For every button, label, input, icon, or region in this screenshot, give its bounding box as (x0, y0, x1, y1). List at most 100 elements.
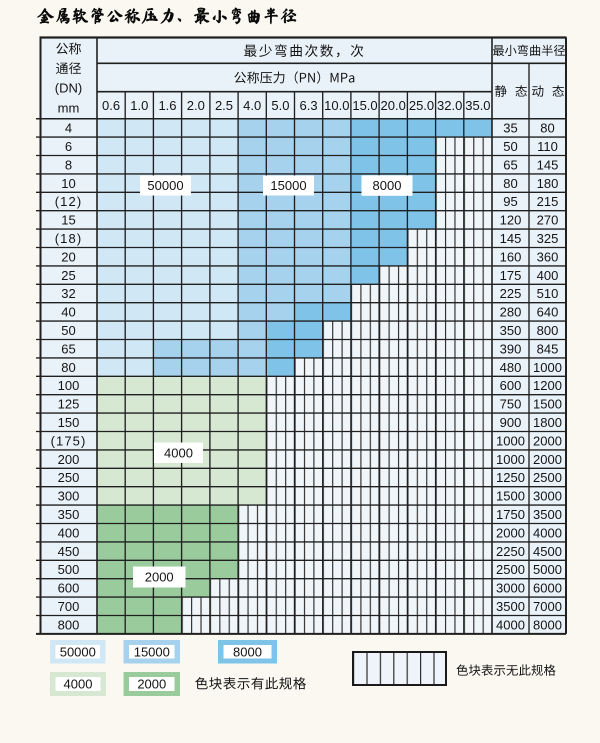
svg-text:325: 325 (537, 231, 559, 246)
svg-text:mm: mm (58, 100, 80, 115)
svg-text:200: 200 (58, 452, 80, 467)
svg-text:80: 80 (540, 121, 554, 136)
svg-text:215: 215 (537, 194, 559, 209)
svg-text:50000: 50000 (147, 178, 183, 193)
svg-text:4500: 4500 (533, 544, 562, 559)
svg-text:3000: 3000 (496, 581, 525, 596)
svg-text:270: 270 (537, 213, 559, 228)
svg-text:50000: 50000 (60, 645, 96, 660)
svg-text:8: 8 (65, 157, 72, 172)
svg-text:25.0: 25.0 (409, 98, 434, 113)
svg-text:150: 150 (58, 415, 80, 430)
svg-text:3500: 3500 (496, 599, 525, 614)
svg-text:(18): (18) (55, 231, 83, 246)
svg-text:800: 800 (537, 323, 559, 338)
svg-text:10.0: 10.0 (324, 98, 349, 113)
svg-text:900: 900 (500, 415, 522, 430)
svg-text:40: 40 (61, 305, 75, 320)
svg-text:8000: 8000 (233, 645, 262, 660)
svg-text:145: 145 (500, 231, 522, 246)
svg-text:3000: 3000 (533, 489, 562, 504)
svg-text:2000: 2000 (533, 433, 562, 448)
svg-text:280: 280 (500, 305, 522, 320)
svg-text:480: 480 (500, 360, 522, 375)
svg-text:1500: 1500 (496, 489, 525, 504)
svg-text:(12): (12) (55, 194, 83, 209)
svg-text:350: 350 (58, 507, 80, 522)
svg-text:25: 25 (61, 268, 75, 283)
svg-text:7000: 7000 (533, 599, 562, 614)
svg-text:600: 600 (500, 378, 522, 393)
svg-text:180: 180 (537, 176, 559, 191)
svg-text:32: 32 (61, 286, 75, 301)
svg-text:845: 845 (537, 341, 559, 356)
svg-text:1000: 1000 (496, 452, 525, 467)
svg-text:80: 80 (503, 176, 517, 191)
svg-text:600: 600 (58, 581, 80, 596)
svg-text:4000: 4000 (496, 617, 525, 632)
svg-text:35.0: 35.0 (465, 98, 490, 113)
svg-text:2000: 2000 (533, 452, 562, 467)
svg-text:65: 65 (61, 341, 75, 356)
svg-text:20.0: 20.0 (381, 98, 406, 113)
svg-text:700: 700 (58, 599, 80, 614)
svg-text:100: 100 (58, 378, 80, 393)
svg-text:175: 175 (500, 268, 522, 283)
svg-text:8000: 8000 (533, 617, 562, 632)
svg-text:0.6: 0.6 (102, 98, 120, 113)
svg-text:225: 225 (500, 286, 522, 301)
svg-text:2.5: 2.5 (215, 98, 233, 113)
svg-text:6.3: 6.3 (300, 98, 318, 113)
svg-text:350: 350 (500, 323, 522, 338)
svg-text:50: 50 (61, 323, 75, 338)
svg-text:125: 125 (58, 397, 80, 412)
svg-text:2250: 2250 (496, 544, 525, 559)
svg-text:1500: 1500 (533, 397, 562, 412)
svg-text:120: 120 (500, 213, 522, 228)
svg-text:2500: 2500 (533, 470, 562, 485)
svg-text:250: 250 (58, 470, 80, 485)
svg-text:2000: 2000 (145, 570, 174, 585)
svg-text:800: 800 (58, 617, 80, 632)
svg-text:1800: 1800 (533, 415, 562, 430)
svg-text:6: 6 (65, 139, 72, 154)
svg-text:50: 50 (503, 139, 517, 154)
svg-text:400: 400 (537, 268, 559, 283)
svg-text:500: 500 (58, 562, 80, 577)
svg-text:160: 160 (500, 249, 522, 264)
svg-text:750: 750 (500, 397, 522, 412)
svg-text:4.0: 4.0 (243, 98, 261, 113)
svg-text:8000: 8000 (373, 178, 402, 193)
svg-text:1.0: 1.0 (130, 98, 148, 113)
svg-text:360: 360 (537, 249, 559, 264)
svg-text:20: 20 (61, 249, 75, 264)
svg-text:15: 15 (61, 213, 75, 228)
svg-text:390: 390 (500, 341, 522, 356)
svg-text:1000: 1000 (496, 433, 525, 448)
svg-text:35: 35 (503, 121, 517, 136)
svg-text:4000: 4000 (533, 525, 562, 540)
svg-text:1.6: 1.6 (158, 98, 176, 113)
svg-text:2000: 2000 (137, 677, 166, 692)
svg-text:1200: 1200 (533, 378, 562, 393)
svg-text:5.0: 5.0 (271, 98, 289, 113)
svg-text:4: 4 (65, 121, 72, 136)
svg-text:1250: 1250 (496, 470, 525, 485)
svg-text:300: 300 (58, 489, 80, 504)
svg-text:5000: 5000 (533, 562, 562, 577)
svg-text:(175): (175) (51, 433, 87, 448)
svg-text:1750: 1750 (496, 507, 525, 522)
svg-text:2.0: 2.0 (187, 98, 205, 113)
svg-text:15.0: 15.0 (352, 98, 377, 113)
svg-text:3500: 3500 (533, 507, 562, 522)
svg-text:4000: 4000 (64, 677, 93, 692)
svg-text:95: 95 (503, 194, 517, 209)
svg-text:510: 510 (537, 286, 559, 301)
svg-text:32.0: 32.0 (437, 98, 462, 113)
svg-text:2500: 2500 (496, 562, 525, 577)
svg-text:145: 145 (537, 157, 559, 172)
svg-text:15000: 15000 (134, 645, 170, 660)
svg-text:1000: 1000 (533, 360, 562, 375)
svg-text:450: 450 (58, 544, 80, 559)
svg-text:400: 400 (58, 525, 80, 540)
